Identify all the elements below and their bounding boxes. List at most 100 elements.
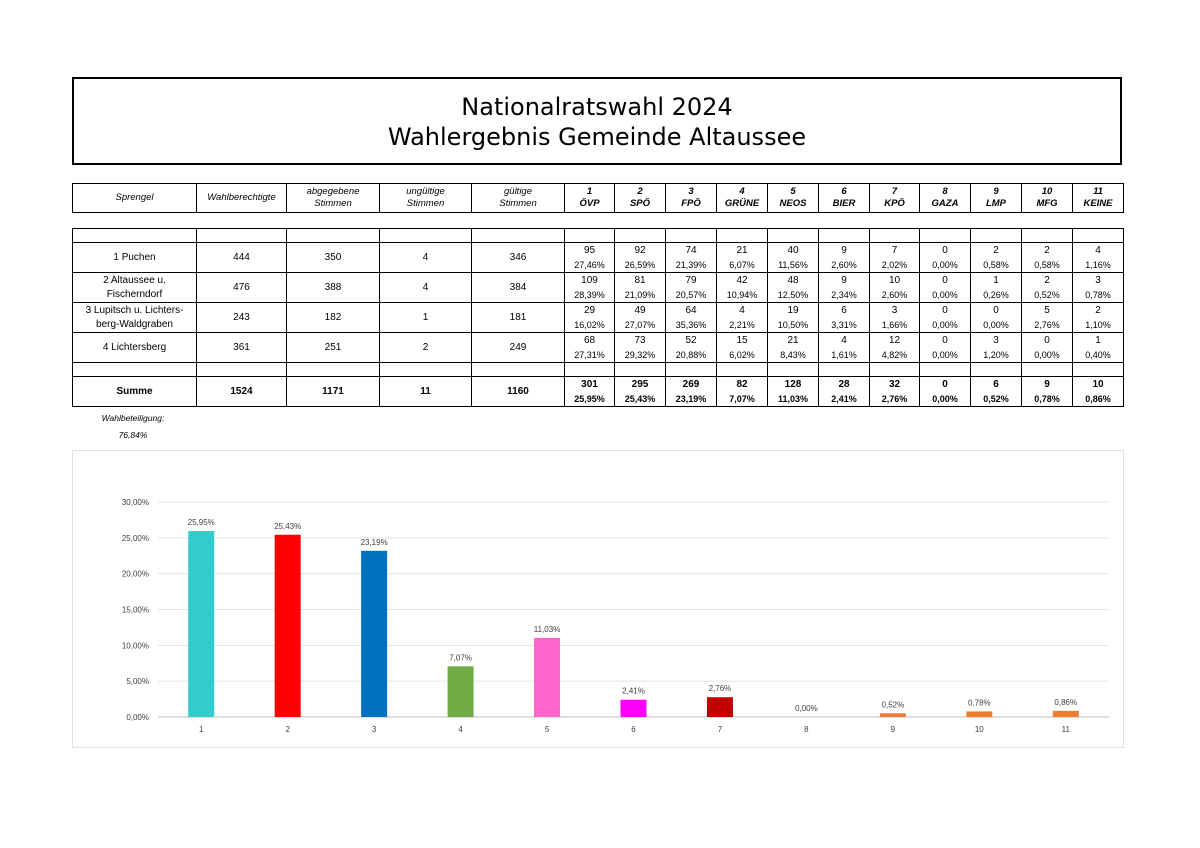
empty-cell [196, 362, 287, 377]
party-result-cell: 128 11,03% [767, 376, 819, 407]
party-result-cell: 32 2,76% [869, 376, 920, 407]
bar-chart: 0,00%5,00%10,00%15,00%20,00%25,00%30,00%… [122, 498, 1109, 734]
party-result-cell: 2 0,58% [1021, 242, 1073, 273]
x-tick-label: 6 [631, 725, 636, 734]
party-result-cell: 3 1,20% [970, 332, 1022, 363]
empty-cell [665, 362, 717, 377]
empty-cell [614, 362, 666, 377]
gueltig-cell: 249 [471, 332, 565, 363]
party-result-cell: 92 26,59% [614, 242, 666, 273]
bar-value-label: 25,43% [274, 522, 301, 531]
empty-cell [564, 228, 615, 243]
wahlberechtigte-cell: 361 [196, 332, 287, 363]
title-line-2: Wahlergebnis Gemeinde Altaussee [387, 123, 807, 151]
y-tick-label: 5,00% [126, 677, 149, 686]
party-result-cell: 12 4,82% [869, 332, 920, 363]
party-result-cell: 0 0,00% [919, 272, 971, 303]
abgegeben-cell: 182 [286, 302, 380, 333]
bar-value-label: 0,78% [968, 698, 991, 707]
spacer-row [72, 362, 1124, 377]
wahlberechtigte-cell: 476 [196, 272, 287, 303]
abgegeben-cell: 388 [286, 272, 380, 303]
party-result-cell: 1 0,40% [1072, 332, 1124, 363]
summe-row: Summe 1524 1171 11 1160 301 25,95% 295 25,43% 269… [72, 376, 1124, 407]
wahlberechtigte-cell: 1524 [196, 376, 287, 407]
header-table: Sprengel Wahlberechtigte abgegebene Stimm… [72, 183, 1124, 213]
party-result-cell: 52 20,88% [665, 332, 717, 363]
bar [534, 637, 561, 717]
header-wahlberechtigte: Wahlberechtigte [196, 183, 287, 213]
party-result-cell: 0 0,00% [919, 302, 971, 333]
party-result-cell: 2 1,10% [1072, 302, 1124, 333]
empty-cell [818, 362, 870, 377]
party-result-cell: 64 35,36% [665, 302, 717, 333]
party-result-cell: 301 25,95% [564, 376, 615, 407]
header-party: 11 KEINE [1072, 183, 1124, 213]
party-result-cell: 81 21,09% [614, 272, 666, 303]
x-tick-label: 10 [975, 725, 984, 734]
abgegeben-cell: 1171 [286, 376, 380, 407]
empty-cell [1021, 228, 1073, 243]
empty-cell [1072, 228, 1124, 243]
empty-cell [286, 228, 380, 243]
empty-cell [379, 362, 472, 377]
header-party: 1 ÖVP [564, 183, 615, 213]
y-tick-label: 30,00% [122, 498, 149, 507]
party-result-cell: 0 0,00% [919, 376, 971, 407]
bar [706, 697, 733, 717]
party-result-cell: 73 29,32% [614, 332, 666, 363]
bar-value-label: 0,52% [882, 700, 905, 709]
party-result-cell: 9 2,60% [818, 242, 870, 273]
empty-cell [471, 362, 565, 377]
empty-cell [665, 228, 717, 243]
empty-cell [919, 362, 971, 377]
bar [966, 711, 993, 717]
wahlberechtigte-cell: 243 [196, 302, 287, 333]
abgegeben-cell: 350 [286, 242, 380, 273]
bar-value-label: 23,19% [361, 538, 388, 547]
party-result-cell: 4 1,61% [818, 332, 870, 363]
abgegeben-cell: 251 [286, 332, 380, 363]
empty-cell [72, 362, 197, 377]
party-result-cell: 0 0,00% [919, 242, 971, 273]
empty-cell [1072, 362, 1124, 377]
party-result-cell: 40 11,56% [767, 242, 819, 273]
party-result-cell: 9 2,34% [818, 272, 870, 303]
empty-cell [1021, 362, 1073, 377]
gueltig-cell: 1160 [471, 376, 565, 407]
party-result-cell: 0 0,00% [1021, 332, 1073, 363]
empty-cell [767, 362, 819, 377]
party-result-cell: 6 3,31% [818, 302, 870, 333]
party-result-cell: 74 21,39% [665, 242, 717, 273]
spacer-row [72, 228, 1124, 243]
sprengel-name: 2 Altaussee u. Fischerndorf [72, 272, 197, 303]
turnout: Wahlbeteiligung: 76,84% [88, 410, 178, 444]
party-result-cell: 19 10,50% [767, 302, 819, 333]
party-result-cell: 42 10,94% [716, 272, 768, 303]
header-party: 9 LMP [970, 183, 1022, 213]
empty-cell [471, 228, 565, 243]
turnout-value: 76,84% [118, 430, 148, 440]
ungueltig-cell: 4 [379, 272, 472, 303]
party-result-cell: 82 7,07% [716, 376, 768, 407]
table-row: 1 Puchen 444 350 4 346 95 27,46% 92 26,59% 74 21,3… [72, 242, 1124, 273]
y-tick-label: 20,00% [122, 570, 149, 579]
header-ungueltig: ungültige Stimmen [379, 183, 472, 213]
party-result-cell: 3 0,78% [1072, 272, 1124, 303]
bar-value-label: 11,03% [534, 625, 561, 634]
y-tick-label: 10,00% [122, 641, 149, 650]
party-result-cell: 48 12,50% [767, 272, 819, 303]
party-result-cell: 21 8,43% [767, 332, 819, 363]
chart-frame: 0,00% 5,00% 10,00% 15,00% 20,00% 25,00% 30,00%… [72, 450, 1124, 748]
bar-value-label: 7,07% [449, 653, 472, 662]
x-tick-label: 9 [891, 725, 896, 734]
party-result-cell: 4 2,21% [716, 302, 768, 333]
party-result-cell: 95 27,46% [564, 242, 615, 273]
bar [361, 550, 388, 717]
header-party: 4 GRÜNE [716, 183, 768, 213]
party-result-cell: 4 1,16% [1072, 242, 1124, 273]
sprengel-name: 3 Lupitsch u. Lichters-berg-Waldgraben [72, 302, 197, 333]
empty-cell [970, 362, 1022, 377]
party-result-cell: 28 2,41% [818, 376, 870, 407]
bar [879, 713, 906, 717]
